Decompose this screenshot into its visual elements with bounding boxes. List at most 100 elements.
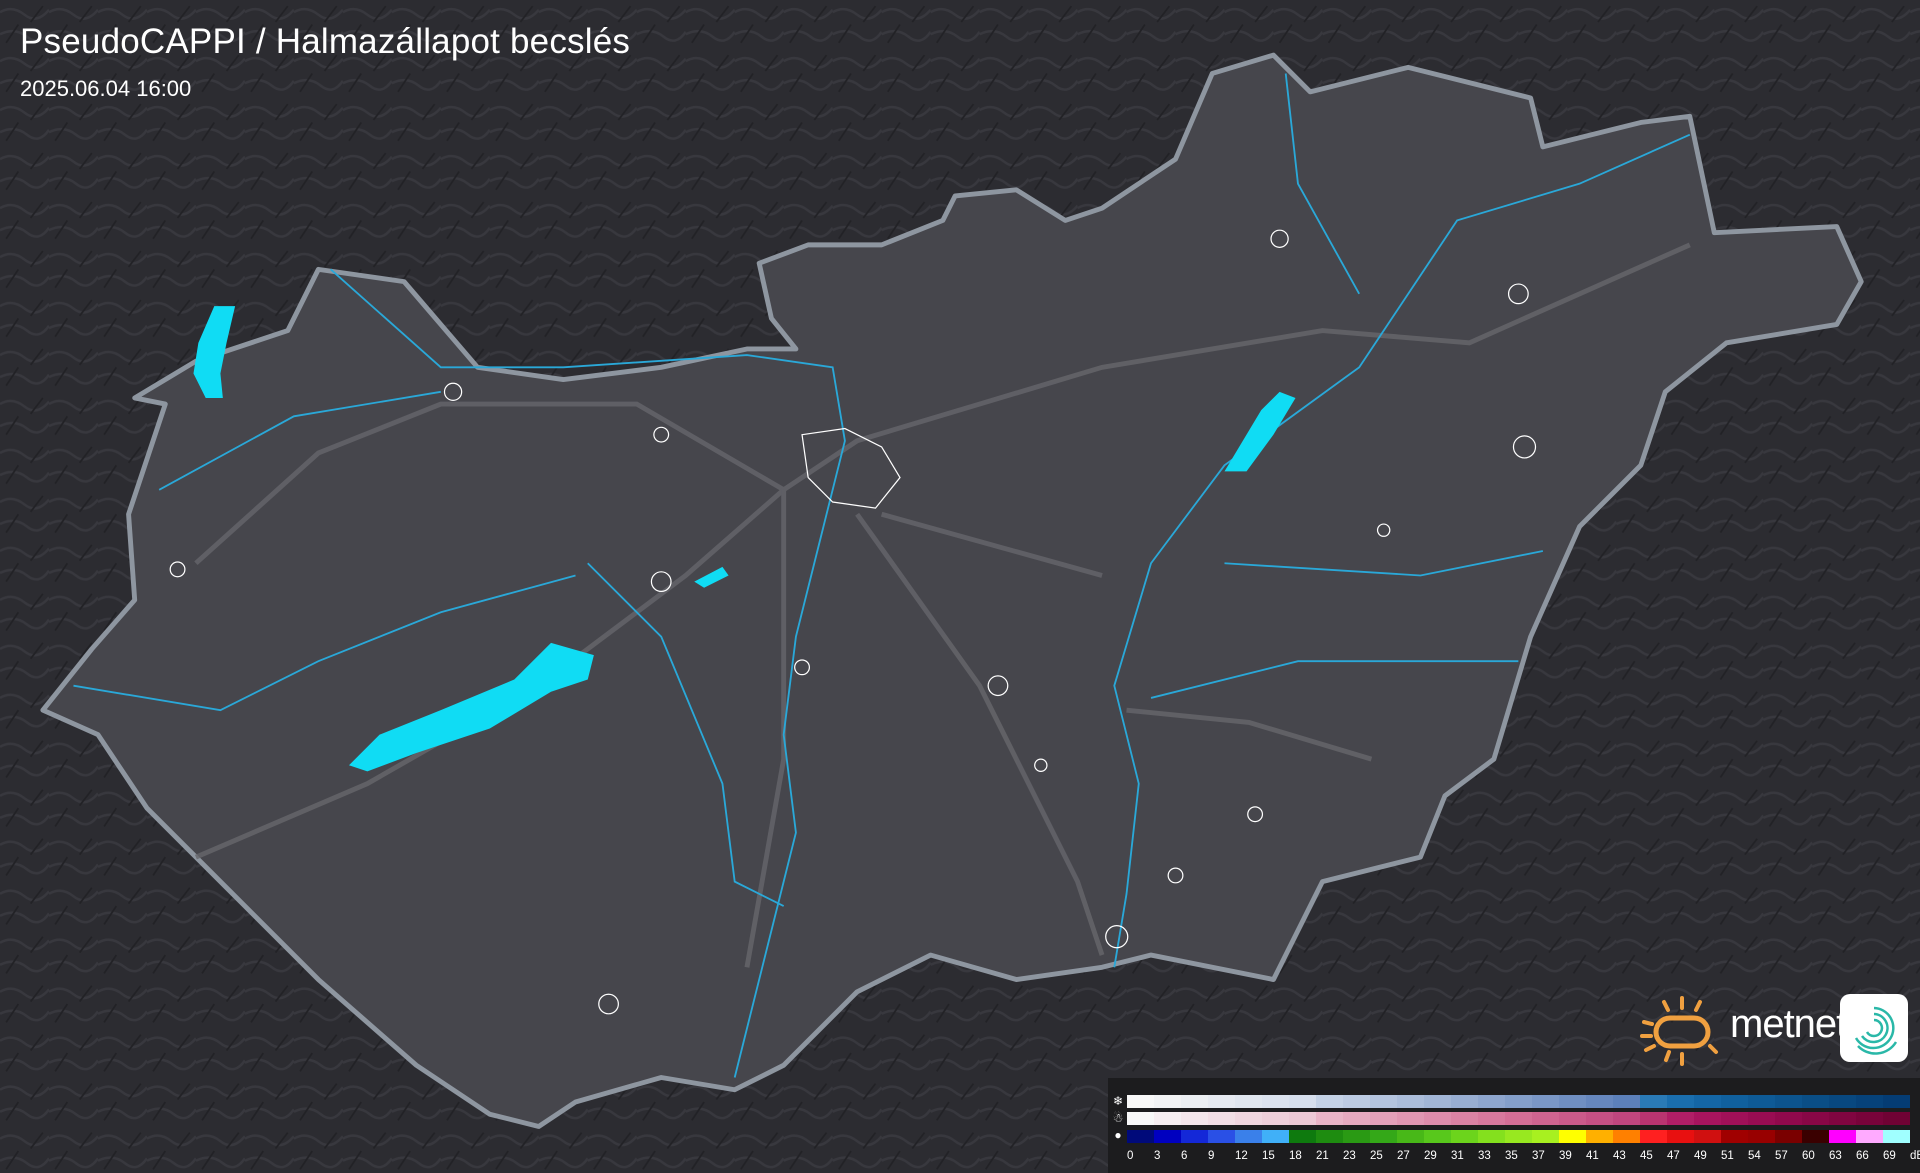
legend-swatch	[1343, 1095, 1370, 1108]
legend-label: 51	[1721, 1150, 1734, 1162]
legend-swatch	[1397, 1130, 1424, 1143]
legend-label: 47	[1667, 1150, 1680, 1162]
legend-swatch	[1586, 1095, 1613, 1108]
legend-row-rain	[1127, 1130, 1910, 1143]
legend-swatch	[1613, 1112, 1640, 1125]
legend-swatch	[1424, 1112, 1451, 1125]
legend-swatch	[1883, 1095, 1910, 1108]
legend-label: 18	[1289, 1150, 1302, 1162]
legend-swatch	[1424, 1130, 1451, 1143]
legend-label: 63	[1829, 1150, 1842, 1162]
legend-swatch	[1154, 1130, 1181, 1143]
legend-swatch	[1235, 1095, 1262, 1108]
sun-icon	[1640, 996, 1718, 1066]
legend-swatch	[1478, 1112, 1505, 1125]
legend-label: 49	[1694, 1150, 1707, 1162]
legend-swatch	[1613, 1130, 1640, 1143]
legend-swatch	[1748, 1095, 1775, 1108]
raindrop-icon: ●	[1114, 1128, 1122, 1142]
legend-label: 25	[1370, 1150, 1383, 1162]
legend-swatch	[1451, 1112, 1478, 1125]
legend-swatch	[1640, 1130, 1667, 1143]
legend-label: 23	[1343, 1150, 1356, 1162]
legend-swatch	[1397, 1095, 1424, 1108]
legend-swatch	[1559, 1112, 1586, 1125]
legend-swatch	[1721, 1112, 1748, 1125]
legend-swatch	[1856, 1095, 1883, 1108]
legend-label: 35	[1505, 1150, 1518, 1162]
lake-velence	[694, 566, 729, 588]
lake-tisza	[1224, 391, 1296, 472]
legend-swatch	[1694, 1095, 1721, 1108]
legend-swatch	[1181, 1095, 1208, 1108]
metnet-app-icon	[1840, 994, 1908, 1062]
legend-swatch	[1559, 1095, 1586, 1108]
legend-swatch	[1343, 1112, 1370, 1125]
legend-swatch	[1748, 1130, 1775, 1143]
legend-label: 66	[1856, 1150, 1869, 1162]
lake-neusiedl	[193, 306, 236, 398]
legend-swatch	[1802, 1112, 1829, 1125]
roads	[194, 242, 1691, 968]
legend-swatch	[1748, 1112, 1775, 1125]
legend-swatch	[1208, 1130, 1235, 1143]
legend-label: 45	[1640, 1150, 1653, 1162]
legend-swatch	[1829, 1112, 1856, 1125]
legend-row-mixed	[1127, 1112, 1910, 1125]
legend-swatch	[1559, 1130, 1586, 1143]
legend-swatch	[1505, 1112, 1532, 1125]
sleet-icon: ☃	[1112, 1111, 1124, 1125]
legend-swatch	[1505, 1095, 1532, 1108]
legend-swatch	[1397, 1112, 1424, 1125]
dbz-legend: ❄ ☃ ● 0 3 6 9 12 15 18 21 23 25 27 29 31 33 35 37 39 41 43…	[1108, 1078, 1920, 1173]
lake-balaton	[348, 642, 594, 772]
legend-swatch	[1721, 1130, 1748, 1143]
legend-swatch	[1208, 1112, 1235, 1125]
legend-swatch	[1586, 1130, 1613, 1143]
snowflake-icon: ❄	[1112, 1094, 1124, 1108]
legend-label: 31	[1451, 1150, 1464, 1162]
legend-swatch	[1856, 1112, 1883, 1125]
legend-label: 54	[1748, 1150, 1761, 1162]
timestamp: 2025.06.04 16:00	[20, 76, 192, 101]
legend-swatch	[1694, 1112, 1721, 1125]
legend-swatch	[1640, 1112, 1667, 1125]
legend-swatch	[1451, 1095, 1478, 1108]
legend-label: 33	[1478, 1150, 1491, 1162]
legend-swatch	[1721, 1095, 1748, 1108]
legend-swatch	[1424, 1095, 1451, 1108]
legend-label: 6	[1181, 1150, 1188, 1162]
legend-swatch	[1289, 1095, 1316, 1108]
legend-swatch	[1370, 1130, 1397, 1143]
legend-swatch	[1478, 1095, 1505, 1108]
legend-label: 12	[1235, 1150, 1248, 1162]
legend-label: 57	[1775, 1150, 1788, 1162]
legend-swatch	[1640, 1095, 1667, 1108]
legend-swatch	[1883, 1112, 1910, 1125]
legend-label: 15	[1262, 1150, 1275, 1162]
legend-swatch	[1370, 1095, 1397, 1108]
legend-swatch	[1127, 1095, 1154, 1108]
legend-swatch	[1154, 1095, 1181, 1108]
legend-swatch	[1775, 1095, 1802, 1108]
legend-label: 43	[1613, 1150, 1626, 1162]
legend-swatch	[1505, 1130, 1532, 1143]
legend-swatch	[1181, 1130, 1208, 1143]
legend-swatch	[1586, 1112, 1613, 1125]
legend-swatch	[1370, 1112, 1397, 1125]
legend-swatch	[1127, 1112, 1154, 1125]
hungary-outline	[40, 52, 1864, 1129]
legend-swatch	[1775, 1130, 1802, 1143]
legend-swatch	[1181, 1112, 1208, 1125]
legend-labels: 0 3 6 9 12 15 18 21 23 25 27 29 31 33 35 37 39 41 43 45 47 49…	[1127, 1150, 1920, 1162]
legend-label: 39	[1559, 1150, 1572, 1162]
legend-swatch	[1208, 1095, 1235, 1108]
legend-swatch	[1316, 1095, 1343, 1108]
legend-label: 29	[1424, 1150, 1437, 1162]
legend-label: dBZ	[1910, 1150, 1920, 1162]
legend-swatch	[1451, 1130, 1478, 1143]
legend-label: 27	[1397, 1150, 1410, 1162]
legend-swatch	[1802, 1095, 1829, 1108]
legend-swatch	[1262, 1130, 1289, 1143]
